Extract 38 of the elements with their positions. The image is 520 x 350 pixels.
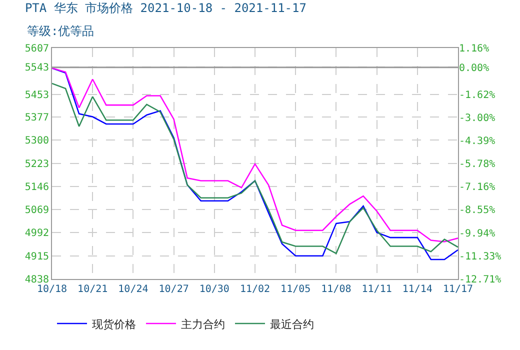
y2-tick-label: -5.78% xyxy=(459,159,496,170)
legend-label: 主力合约 xyxy=(181,318,225,331)
y2-tick-label: -4.39% xyxy=(459,136,496,147)
y-tick-label: 4915 xyxy=(24,251,49,262)
y2-tick-label: -12.71% xyxy=(459,274,502,286)
x-tick-label: 11/08 xyxy=(321,284,352,295)
chart-title: PTA 华东 市场价格 2021-10-18 - 2021-11-17 xyxy=(24,0,306,15)
x-tick-label: 11/14 xyxy=(402,284,432,295)
y-tick-label: 5377 xyxy=(24,112,49,124)
legend-label: 现货价格 xyxy=(92,318,136,331)
legend-label: 最近合约 xyxy=(270,318,314,331)
x-tick-label: 11/05 xyxy=(280,284,311,295)
x-tick-label: 11/02 xyxy=(240,284,270,295)
x-tick-label: 10/18 xyxy=(36,284,68,295)
y2-tick-label: -1.62% xyxy=(459,90,496,101)
y-tick-label: 5223 xyxy=(24,158,49,170)
y-tick-label: 5607 xyxy=(24,44,49,54)
y2-tick-label: -9.94% xyxy=(459,228,496,240)
y-tick-label: 4838 xyxy=(24,274,49,286)
y2-tick-label: -7.16% xyxy=(459,182,496,194)
x-tick-label: 11/17 xyxy=(442,284,474,295)
chart-subtitle: 等级:优等品 xyxy=(27,24,94,38)
x-tick-label: 10/21 xyxy=(78,284,108,295)
y-tick-label: 5146 xyxy=(24,182,49,193)
y-tick-label: 4992 xyxy=(24,228,49,240)
y2-tick-label: 0.00% xyxy=(459,62,490,74)
y-tick-label: 5069 xyxy=(24,205,49,216)
y-tick-label: 5543 xyxy=(24,62,49,74)
y2-tick-label: -8.55% xyxy=(459,205,496,216)
x-tick-label: 10/24 xyxy=(118,284,148,295)
y-tick-label: 5300 xyxy=(24,136,49,147)
y2-tick-label: -11.33% xyxy=(459,252,502,263)
y2-tick-label: 1.16% xyxy=(459,44,490,54)
x-tick-label: 10/27 xyxy=(158,284,189,295)
y-tick-label: 5453 xyxy=(24,90,49,101)
y2-tick-label: -3.00% xyxy=(459,112,496,124)
x-tick-label: 11/11 xyxy=(362,284,392,295)
x-tick-label: 10/30 xyxy=(199,284,230,295)
